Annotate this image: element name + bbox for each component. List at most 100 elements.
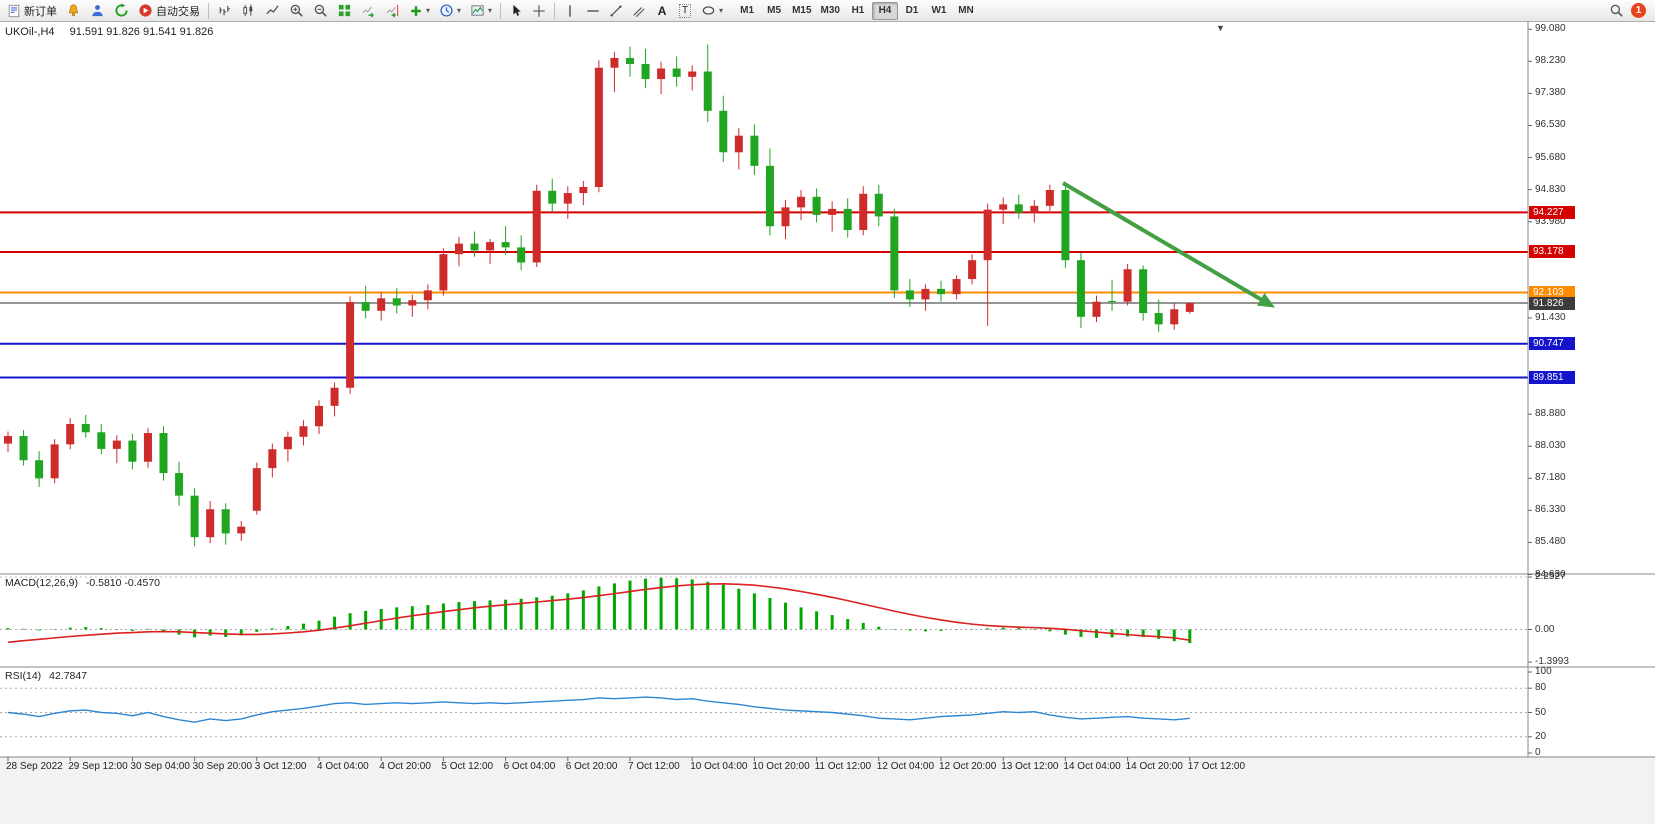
candle-body [175,473,184,496]
price-axis-label[interactable]: 93.980 [1535,215,1566,227]
time-axis-label[interactable]: 14 Oct 20:00 [1125,761,1183,772]
chevron-down-icon: ▾ [457,5,462,15]
candle-body [408,300,417,306]
chart-shift-marker[interactable]: ▼ [1216,23,1225,33]
candle-body [1061,190,1070,261]
bar-chart-mode-button[interactable] [213,1,236,21]
price-axis-label[interactable]: 95.680 [1535,151,1566,163]
shapes-button[interactable]: ▾ [697,1,727,21]
price-axis-label[interactable]: 85.480 [1535,536,1566,548]
candle-body [1092,301,1101,317]
candle-body [268,449,277,469]
time-axis-label[interactable]: 4 Oct 20:00 [379,761,431,772]
price-tag-90.747[interactable]: 90.747 [1529,337,1575,351]
time-axis-label[interactable]: 3 Oct 12:00 [254,761,307,772]
alerts-button[interactable] [62,1,85,21]
time-axis-label[interactable]: 4 Oct 04:00 [317,761,369,772]
horizontal-line-button[interactable] [582,1,604,21]
price-tag-94.227[interactable]: 94.227 [1529,205,1575,219]
time-axis-label[interactable]: 30 Sep 04:00 [130,761,190,772]
price-tag-89.851[interactable]: 89.851 [1529,371,1575,385]
price-axis-label[interactable]: 91.430 [1535,311,1566,323]
candle-body [750,135,759,166]
text-button[interactable]: A [651,1,673,21]
price-axis-label[interactable]: 86.330 [1535,504,1566,516]
time-axis-label[interactable]: 10 Oct 04:00 [690,761,748,772]
time-axis-label[interactable]: 28 Sep 2022 [6,761,63,772]
text-label-button[interactable]: T [674,1,696,21]
zoom-in-button[interactable] [285,1,308,21]
time-axis-label[interactable]: 6 Oct 04:00 [503,761,556,772]
new-order-button[interactable]: 新订单 [3,1,61,21]
tf-button-d1[interactable]: D1 [899,2,925,20]
price-axis-label[interactable]: 94.830 [1535,183,1566,195]
time-axis-label[interactable]: 29 Sep 12:00 [68,761,128,772]
vertical-line-button[interactable] [559,1,581,21]
cursor-button[interactable] [505,1,527,21]
tf-button-m1[interactable]: M1 [734,2,760,20]
price-axis-label[interactable]: 96.530 [1535,119,1566,131]
candle-body [112,440,121,449]
time-axis-label[interactable]: 10 Oct 20:00 [752,761,810,772]
auto-scroll-button[interactable] [357,1,380,21]
candle-body [470,243,479,251]
add-indicator-button[interactable]: ▾ [405,1,434,21]
time-axis-label[interactable]: 17 Oct 12:00 [1187,761,1246,772]
tf-button-h1[interactable]: H1 [845,2,871,20]
time-axis-label[interactable]: 12 Oct 04:00 [876,761,935,772]
tf-button-m15[interactable]: M15 [788,2,815,20]
notification-badge[interactable]: 1 [1631,3,1646,18]
price-tag-92.103[interactable]: 92.103 [1529,286,1575,300]
trend-arrow-line[interactable] [1061,181,1264,302]
autotrading-button[interactable]: 自动交易 [134,1,204,21]
price-tag-91.826[interactable]: 91.826 [1529,296,1575,310]
time-axis-label[interactable]: 11 Oct 12:00 [814,761,872,772]
candle-body [797,196,806,208]
market-watch-button[interactable] [86,1,109,21]
candlestick-mode-icon [243,4,253,17]
chart-shift-button[interactable] [381,1,404,21]
macd-signal-line [7,583,1190,644]
time-axis-label[interactable]: 12 Oct 20:00 [939,761,997,772]
tf-button-h4[interactable]: H4 [871,1,898,20]
price-axis-label[interactable]: 88.030 [1535,440,1566,452]
refresh-button[interactable] [110,1,133,21]
tf-button-m5[interactable]: M5 [761,2,787,20]
candle-body [843,208,852,231]
zoom-out-button[interactable] [309,1,332,21]
templates-button[interactable]: ▾ [466,1,496,21]
trendline-button[interactable] [605,1,627,21]
candle-body [486,242,495,251]
candle-body [594,67,603,187]
shapes-icon [702,6,715,15]
price-axis-label[interactable]: 98.230 [1535,55,1566,67]
candlestick-mode-button[interactable] [237,1,260,21]
time-axis-label[interactable]: 14 Oct 04:00 [1063,761,1121,772]
time-axis-label[interactable]: 6 Oct 20:00 [565,761,618,772]
time-axis-label[interactable]: 7 Oct 12:00 [628,761,680,772]
tf-button-w1[interactable]: W1 [926,2,952,20]
candle-body [66,423,75,445]
chart-shift-icon [386,4,399,18]
tf-button-mn[interactable]: MN [953,2,979,20]
line-chart-mode-button[interactable] [261,1,284,21]
price-tag-93.178[interactable]: 93.178 [1529,245,1575,259]
price-axis-label[interactable]: 87.180 [1535,472,1566,484]
candle-body [128,440,137,462]
price-axis-label[interactable]: 88.880 [1535,408,1566,420]
search-button[interactable] [1605,1,1628,21]
price-axis-label[interactable]: 97.380 [1535,87,1566,99]
add-indicator-icon [411,5,421,16]
price-axis-label[interactable]: 84.630 [1535,568,1566,580]
crosshair-button[interactable] [528,1,550,21]
time-axis-label[interactable]: 13 Oct 12:00 [1001,761,1059,772]
tile-windows-button[interactable] [333,1,356,21]
channel-button[interactable] [628,1,650,21]
candle-body [563,193,572,204]
price-axis-label[interactable]: 99.080 [1535,23,1566,35]
time-axis-label[interactable]: 5 Oct 12:00 [441,761,494,772]
tf-button-m30[interactable]: M30 [817,2,844,20]
periods-button[interactable]: ▾ [435,1,465,21]
time-axis-label[interactable]: 30 Sep 20:00 [192,761,253,772]
